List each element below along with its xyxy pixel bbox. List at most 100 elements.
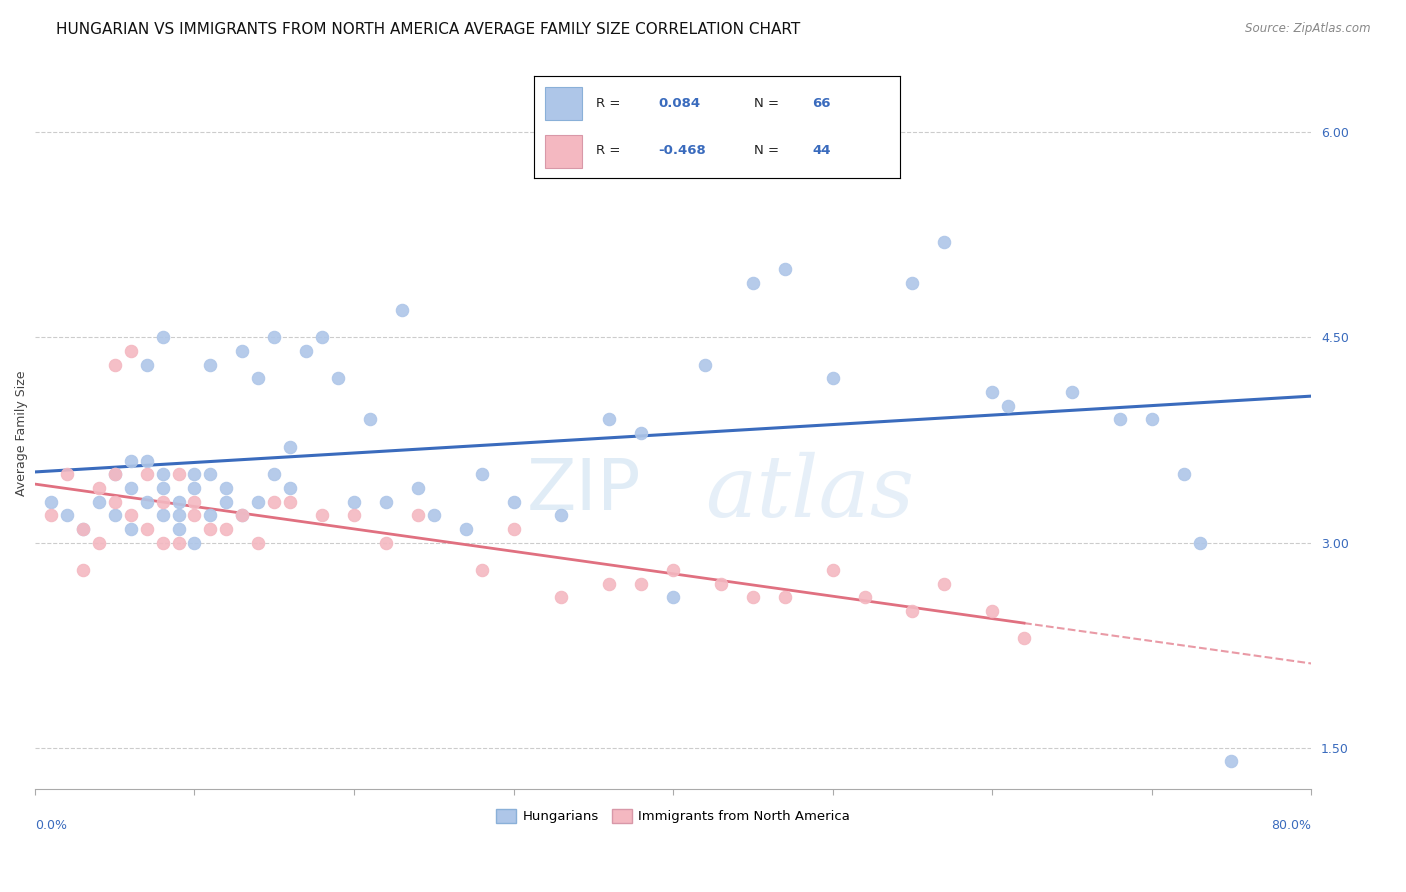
Point (1173, 467, 1195, 482)
Point (278, 440, 301, 454)
Point (72, 522, 94, 536)
Point (934, 235, 956, 249)
Point (1060, 385, 1083, 400)
Point (247, 535, 270, 549)
Point (104, 467, 127, 482)
Point (215, 494, 238, 508)
Point (56, 508, 79, 523)
Point (278, 494, 301, 508)
Point (135, 467, 157, 482)
Point (215, 481, 238, 495)
Point (39, 494, 62, 508)
Point (152, 330, 174, 344)
Text: 0.0%: 0.0% (35, 820, 67, 832)
Text: -0.468: -0.468 (658, 145, 706, 157)
Point (374, 494, 396, 508)
Point (853, 591, 876, 605)
Point (662, 563, 685, 577)
Point (710, 576, 733, 591)
Point (1220, 755, 1243, 769)
Point (120, 508, 142, 523)
Point (167, 508, 190, 523)
Point (901, 604, 924, 618)
Point (773, 591, 796, 605)
Text: 66: 66 (813, 97, 831, 110)
Bar (546, 136, 582, 168)
Point (997, 399, 1019, 413)
Point (326, 371, 349, 385)
Point (550, 508, 572, 523)
Point (502, 494, 524, 508)
Point (72, 522, 94, 536)
Point (135, 453, 157, 467)
Text: Source: ZipAtlas.com: Source: ZipAtlas.com (1246, 22, 1371, 36)
Point (1140, 412, 1163, 426)
Y-axis label: Average Family Size: Average Family Size (15, 370, 28, 496)
Point (215, 522, 238, 536)
Point (120, 453, 142, 467)
Text: atlas: atlas (704, 452, 914, 535)
Bar (546, 87, 582, 120)
Text: 80.0%: 80.0% (1271, 820, 1312, 832)
Point (247, 494, 270, 508)
Point (454, 522, 477, 536)
Point (821, 563, 844, 577)
Point (231, 508, 253, 523)
Point (598, 412, 620, 426)
Point (183, 494, 205, 508)
Point (598, 576, 620, 591)
Point (104, 358, 127, 372)
Point (87, 494, 110, 508)
Point (471, 563, 494, 577)
Point (391, 303, 413, 318)
Point (741, 591, 763, 605)
Point (183, 508, 205, 523)
Point (1108, 412, 1130, 426)
Point (471, 467, 494, 482)
Point (167, 494, 190, 508)
Point (152, 535, 174, 549)
Point (247, 371, 270, 385)
Point (120, 344, 142, 359)
Point (1188, 535, 1211, 549)
Point (120, 522, 142, 536)
Point (630, 576, 652, 591)
Legend: Hungarians, Immigrants from North America: Hungarians, Immigrants from North Americ… (491, 804, 855, 829)
Point (231, 344, 253, 359)
Text: 0.084: 0.084 (658, 97, 700, 110)
Point (359, 412, 381, 426)
Point (550, 591, 572, 605)
Point (120, 481, 142, 495)
Point (853, 153, 876, 167)
Point (662, 591, 685, 605)
Point (39, 508, 62, 523)
Point (311, 508, 333, 523)
Point (183, 481, 205, 495)
Point (934, 576, 956, 591)
Point (773, 262, 796, 277)
Text: HUNGARIAN VS IMMIGRANTS FROM NORTH AMERICA AVERAGE FAMILY SIZE CORRELATION CHART: HUNGARIAN VS IMMIGRANTS FROM NORTH AMERI… (56, 22, 800, 37)
Point (72, 563, 94, 577)
Point (200, 358, 222, 372)
Text: 44: 44 (813, 145, 831, 157)
Point (200, 522, 222, 536)
Point (981, 604, 1004, 618)
Point (135, 358, 157, 372)
Text: R =: R = (596, 145, 626, 157)
Point (183, 535, 205, 549)
Point (87, 535, 110, 549)
Point (152, 467, 174, 482)
Point (167, 522, 190, 536)
Point (278, 481, 301, 495)
Point (343, 508, 366, 523)
Point (167, 467, 190, 482)
Point (56, 467, 79, 482)
Point (343, 494, 366, 508)
Point (104, 494, 127, 508)
Point (87, 481, 110, 495)
Point (406, 481, 429, 495)
Point (741, 276, 763, 290)
Point (423, 508, 446, 523)
Point (311, 330, 333, 344)
Point (263, 330, 285, 344)
